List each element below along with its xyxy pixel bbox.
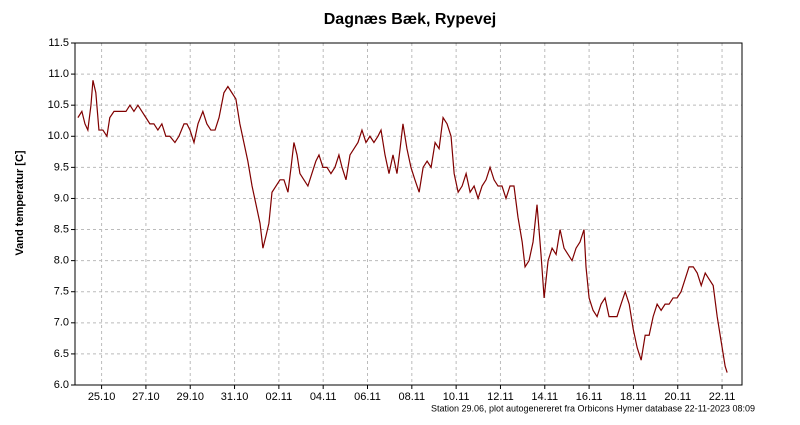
y-tick-label: 9.0 — [54, 192, 69, 204]
y-axis-label: Vand temperatur [C] — [14, 150, 26, 255]
y-tick-label: 8.0 — [54, 255, 69, 267]
x-tick-label: 14.11 — [531, 391, 558, 403]
y-tick-label: 11.0 — [48, 68, 69, 80]
y-tick-label: 10.5 — [48, 99, 69, 111]
x-tick-label: 22.11 — [709, 391, 736, 403]
x-tick-label: 27.10 — [132, 391, 160, 403]
x-tick-label: 18.11 — [620, 391, 647, 403]
y-tick-label: 6.5 — [54, 348, 69, 360]
x-tick-label: 08.11 — [398, 391, 425, 403]
y-tick-label: 11.5 — [48, 37, 69, 49]
x-tick-label: 20.11 — [664, 391, 691, 403]
y-tick-label: 9.5 — [54, 161, 69, 173]
x-tick-label: 25.10 — [88, 391, 116, 403]
x-tick-label: 16.11 — [576, 391, 603, 403]
x-tick-label: 31.10 — [221, 391, 249, 403]
x-tick-label: 12.11 — [487, 391, 514, 403]
y-tick-label: 10.0 — [48, 130, 69, 142]
footnote: Station 29.06, plot autogenereret fra Or… — [431, 403, 755, 413]
y-tick-label: 7.5 — [54, 286, 69, 298]
x-tick-label: 02.11 — [266, 391, 293, 403]
y-tick-label: 6.0 — [54, 379, 69, 391]
plot-frame — [74, 42, 743, 386]
x-tick-label: 06.11 — [354, 391, 381, 403]
y-tick-label: 7.0 — [54, 317, 69, 329]
chart-title: Dagnæs Bæk, Rypevej — [324, 11, 497, 28]
y-tick-label: 8.5 — [54, 223, 69, 235]
x-tick-label: 29.10 — [176, 391, 204, 403]
x-tick-label: 10.11 — [443, 391, 470, 403]
data-line — [77, 80, 728, 373]
x-tick-label: 04.11 — [310, 391, 337, 403]
